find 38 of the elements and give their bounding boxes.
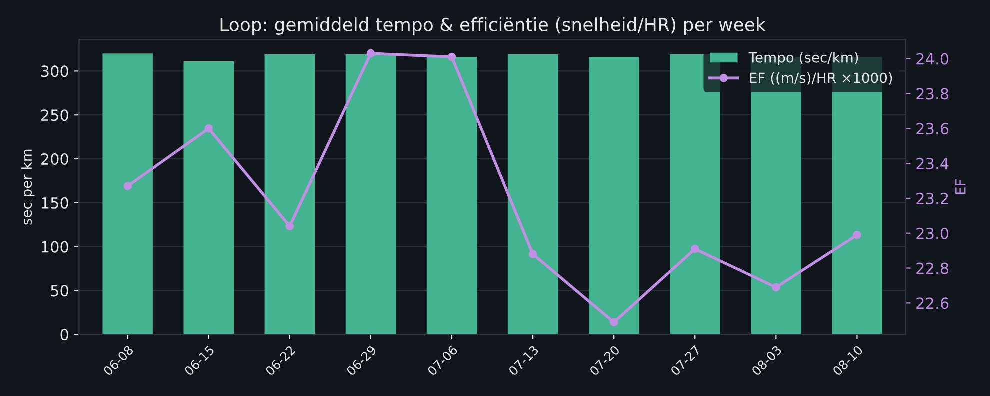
chart-title: Loop: gemiddeld tempo & efficiëntie (snelheid/HR) per week bbox=[220, 18, 766, 36]
bar bbox=[346, 54, 396, 335]
y-tick-label: 100 bbox=[42, 241, 68, 253]
y-tick-label: 150 bbox=[42, 197, 68, 209]
y2-tick-label: 23.8 bbox=[916, 88, 949, 100]
point bbox=[772, 283, 780, 292]
bar bbox=[588, 57, 640, 335]
point bbox=[610, 318, 618, 327]
y-axis-title: sec per km bbox=[21, 150, 35, 225]
point bbox=[124, 182, 132, 190]
bar bbox=[184, 62, 234, 335]
y-tick-label: 200 bbox=[41, 153, 68, 166]
y2-tick-label: 22.8 bbox=[916, 262, 949, 274]
point bbox=[690, 244, 700, 254]
y2-tick-label: 24.0 bbox=[916, 53, 949, 65]
point bbox=[286, 222, 294, 231]
y2-tick-label: 23.4 bbox=[916, 158, 949, 170]
point bbox=[853, 230, 862, 240]
y2-axis-title: EF bbox=[956, 180, 966, 194]
bar bbox=[102, 54, 153, 335]
y2-tick-label: 23.0 bbox=[916, 228, 949, 240]
y-tick-label: 0 bbox=[60, 329, 68, 341]
y2-tick-label: 22.6 bbox=[916, 298, 949, 310]
y2-tick-label: 23.2 bbox=[916, 192, 948, 204]
point bbox=[448, 52, 456, 62]
y-tick-label: 250 bbox=[41, 110, 68, 122]
point bbox=[204, 124, 214, 133]
y-tick-label: 50 bbox=[51, 285, 68, 297]
bar bbox=[508, 54, 558, 335]
point bbox=[366, 49, 376, 58]
legend-label: Tempo (sec/km) bbox=[748, 52, 858, 66]
legend-label: EF ((m/s)/HR ×1000) bbox=[750, 72, 892, 85]
bar bbox=[264, 54, 316, 335]
y2-tick-label: 23.6 bbox=[916, 123, 949, 135]
bar bbox=[426, 57, 478, 335]
point bbox=[528, 250, 538, 258]
y-tick-label: 300 bbox=[41, 66, 68, 78]
bar bbox=[670, 54, 720, 335]
